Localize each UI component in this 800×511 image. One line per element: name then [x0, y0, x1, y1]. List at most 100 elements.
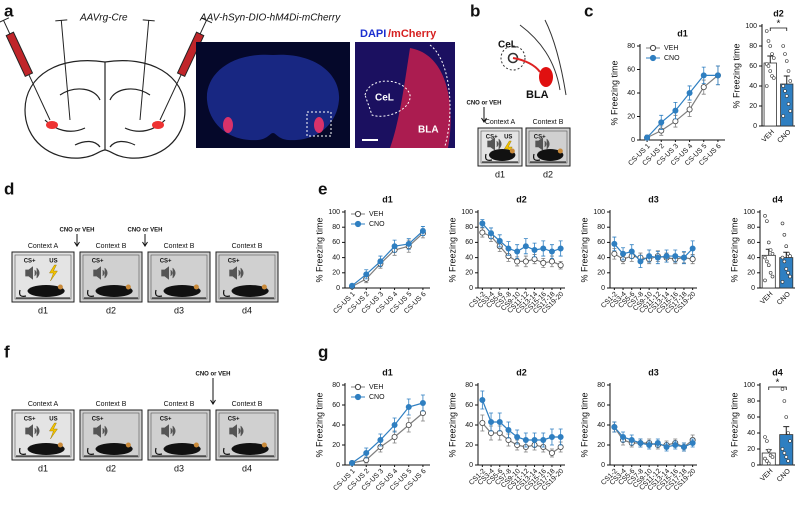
- data-point: [611, 423, 618, 430]
- y-tick-label: 40: [747, 254, 755, 261]
- injection-label: CNO or VEH: [466, 101, 501, 107]
- x-tick-label: CNO: [776, 290, 792, 306]
- individual-point: [784, 244, 789, 248]
- us-label: US: [49, 259, 57, 265]
- significance-bracket: [769, 27, 788, 31]
- y-tick-label: 40: [332, 422, 340, 429]
- y-tick-label: 0: [631, 137, 635, 144]
- y-tick-label: 80: [332, 224, 340, 231]
- mouse-tail: [155, 447, 163, 455]
- mouse: [95, 443, 133, 455]
- data-point: [680, 254, 687, 261]
- individual-point: [784, 415, 789, 419]
- context-label: Context B: [232, 401, 263, 408]
- data-point: [514, 248, 521, 255]
- y-axis-label: % Freezing time: [731, 43, 741, 108]
- context-box-inner: [82, 412, 140, 458]
- cs-label: CS+: [92, 259, 104, 265]
- day-label: d2: [106, 305, 116, 315]
- data-point: [540, 259, 547, 266]
- y-tick-label: 40: [627, 90, 635, 97]
- legend-label: VEH: [664, 45, 678, 52]
- data-point: [488, 418, 495, 425]
- region-outline: [429, 44, 451, 147]
- context-box-inner: [14, 412, 72, 458]
- data-point: [714, 72, 721, 79]
- individual-point: [788, 274, 792, 279]
- individual-point: [782, 451, 787, 455]
- mouse-tail: [19, 447, 27, 455]
- mouse-ear: [193, 442, 199, 448]
- data-point: [405, 240, 412, 247]
- data-point: [531, 246, 538, 253]
- legend-label: VEH: [369, 384, 383, 391]
- data-point: [646, 441, 653, 448]
- data-point: [548, 433, 555, 440]
- y-tick-label: 100: [593, 209, 605, 216]
- panel-label: g: [318, 342, 328, 361]
- individual-point: [783, 89, 787, 93]
- panel-label: e: [318, 179, 327, 198]
- mouse-tail: [223, 447, 231, 455]
- data-point: [505, 426, 512, 433]
- individual-point: [766, 64, 771, 68]
- y-tick-label: 60: [465, 239, 473, 246]
- y-tick-label: 60: [597, 239, 605, 246]
- individual-point: [770, 274, 775, 279]
- data-point: [611, 250, 618, 257]
- individual-point: [784, 455, 789, 459]
- individual-point: [781, 114, 786, 118]
- chart-title: d2: [516, 194, 527, 204]
- y-tick-label: 0: [601, 462, 605, 469]
- mouse-ear: [509, 148, 515, 154]
- individual-point: [780, 255, 785, 260]
- individual-point: [781, 44, 786, 48]
- y-tick-label: 60: [747, 414, 755, 421]
- individual-point: [770, 52, 774, 56]
- series-line: [482, 231, 561, 266]
- y-tick-label: 20: [627, 113, 635, 120]
- data-point: [531, 436, 538, 443]
- y-tick-label: 80: [747, 224, 755, 231]
- data-point: [377, 258, 384, 265]
- injection-label: CNO or VEH: [127, 228, 162, 234]
- day-label: d2: [543, 169, 553, 179]
- series-line: [613, 426, 693, 448]
- data-point: [700, 84, 707, 91]
- data-point: [672, 107, 679, 114]
- data-point: [522, 436, 529, 443]
- mouse-ear: [261, 284, 267, 290]
- y-axis-label: % Freezing time: [579, 217, 589, 282]
- us-label: US: [49, 417, 57, 423]
- y-axis-label: % Freezing time: [579, 392, 589, 457]
- y-tick-label: 20: [749, 103, 757, 110]
- data-point: [514, 258, 521, 265]
- injection-label: CNO or VEH: [59, 228, 94, 234]
- mouse: [163, 285, 201, 297]
- individual-point: [771, 56, 776, 60]
- data-point: [686, 90, 693, 97]
- bar: [780, 83, 794, 127]
- context-box-inner: [218, 412, 276, 458]
- x-tick-label: CNO: [776, 467, 792, 483]
- mouse: [163, 443, 201, 455]
- data-point: [548, 449, 555, 456]
- individual-point: [766, 461, 771, 466]
- day-label: d1: [38, 463, 48, 473]
- data-point: [349, 282, 356, 289]
- series-line: [481, 399, 561, 441]
- y-axis-label: % Freezing time: [729, 217, 739, 282]
- data-point: [391, 433, 398, 440]
- speaker-icon: [535, 137, 550, 151]
- data-point: [663, 253, 670, 260]
- individual-point: [770, 252, 775, 256]
- individual-point: [781, 84, 786, 88]
- y-tick-label: 100: [743, 382, 755, 389]
- data-point: [363, 271, 370, 278]
- chart-title: d1: [382, 367, 393, 377]
- mouse-tail: [19, 289, 27, 297]
- mouse: [537, 149, 564, 161]
- significance-marker: *: [776, 378, 780, 389]
- data-point: [479, 419, 486, 426]
- legend-marker: [354, 383, 362, 391]
